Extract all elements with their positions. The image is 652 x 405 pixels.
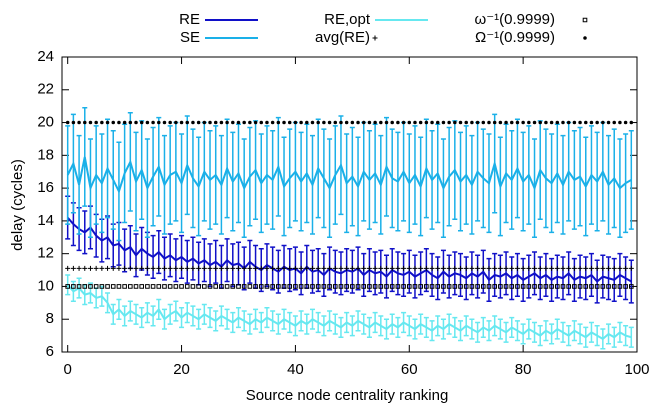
legend-label: avg(RE)	[315, 29, 370, 46]
legend-label: ω⁻¹(0.9999)	[475, 11, 556, 28]
plot-frame	[61, 56, 638, 353]
series-line	[66, 156, 632, 195]
series-line	[66, 216, 632, 283]
y-axis-label: delay (cycles)	[9, 159, 26, 251]
y-tick-label: 18	[37, 146, 54, 163]
y-tick-label: 8	[46, 310, 54, 327]
legend-marker	[582, 17, 588, 23]
reference-markers	[65, 284, 634, 289]
y-tick-label: 22	[37, 81, 54, 98]
reference-markers	[65, 265, 634, 271]
legend-label: Ω⁻¹(0.9999)	[475, 29, 555, 46]
legend-marker	[372, 35, 378, 41]
x-tick-label: 40	[287, 361, 304, 378]
y-tick-label: 12	[37, 245, 54, 262]
series-line	[66, 284, 632, 341]
error-bar	[628, 326, 634, 348]
y-tick-label: 10	[37, 277, 54, 294]
y-tick-label: 14	[37, 212, 54, 229]
legend-label: RE,opt	[324, 11, 371, 28]
y-tick-label: 20	[37, 114, 54, 131]
legend-label: RE	[179, 11, 200, 28]
x-tick-label: 20	[173, 361, 190, 378]
legend-label: SE	[180, 29, 200, 46]
x-tick-label: 80	[515, 361, 532, 378]
y-tick-label: 16	[37, 179, 54, 196]
x-tick-label: 60	[401, 361, 418, 378]
y-tick-label: 6	[46, 343, 54, 360]
x-tick-label: 100	[624, 361, 649, 378]
error-bar	[628, 130, 634, 230]
y-tick-label: 24	[37, 48, 54, 65]
x-axis-label: Source node centrality ranking	[246, 387, 449, 404]
x-tick-label: 0	[64, 361, 72, 378]
